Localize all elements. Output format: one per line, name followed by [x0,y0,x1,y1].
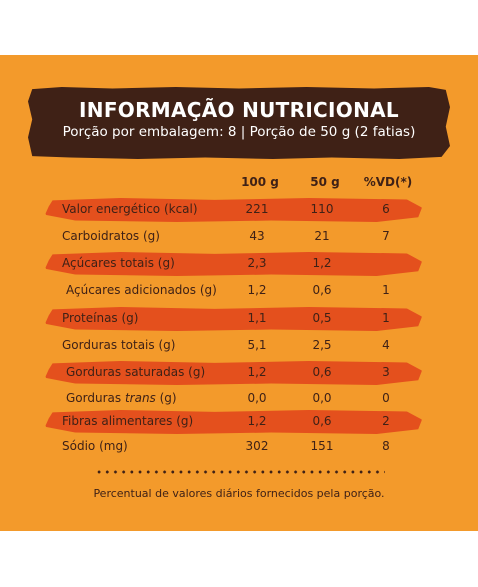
value-vd: 1 [382,311,390,325]
row-label: Gorduras saturadas (g) [66,365,206,379]
value-50g: 0,6 [312,414,332,428]
value-100g: 302 [245,439,269,453]
row-label-pre: Gorduras [66,391,125,405]
value-100g: 1,2 [247,414,267,428]
value-50g: 0,5 [312,311,332,325]
row-label: Proteínas (g) [62,311,139,325]
value-100g: 2,3 [247,256,267,270]
table-row: Proteínas (g) 1,1 0,5 1 [0,306,478,332]
row-highlight [45,361,422,385]
value-50g: 0,0 [312,391,332,405]
value-100g: 5,1 [247,338,267,352]
table-row: Valor energético (kcal) 221 110 6 [0,197,478,223]
row-highlight [45,307,422,331]
value-50g: 151 [310,439,334,453]
value-100g: 43 [249,229,265,243]
row-label-trans: trans [124,391,156,405]
table-row: Carboidratos (g) 43 21 7 [0,224,478,250]
value-50g: 110 [310,202,334,216]
table-row: Açúcares adicionados (g) 1,2 0,6 1 [0,278,478,304]
row-label: Açúcares totais (g) [62,256,175,270]
row-label: Sódio (mg) [62,439,128,453]
value-50g: 21 [314,229,330,243]
value-vd: 0 [382,391,390,405]
value-vd: 7 [382,229,390,243]
column-header-50g: 50 g [310,175,340,189]
value-50g: 0,6 [312,283,332,297]
table-row: Gorduras trans (g) 0,0 0,0 0 [0,386,478,412]
value-100g: 0,0 [247,391,267,405]
table-row: Gorduras saturadas (g) 1,2 0,6 3 [0,360,478,386]
value-100g: 221 [245,202,269,216]
value-vd: 3 [382,365,390,379]
value-100g: 1,2 [247,365,267,379]
row-label: Gorduras totais (g) [62,338,176,352]
footnote: Percentual de valores diários fornecidos… [93,487,385,500]
value-50g: 1,2 [312,256,332,270]
row-highlight [45,410,422,434]
row-highlight [45,198,422,222]
value-50g: 2,5 [312,338,332,352]
row-highlight [45,252,422,276]
row-label: Carboidratos (g) [62,229,160,243]
column-header-100g: 100 g [241,175,279,189]
portion-subtitle: Porção por embalagem: 8 | Porção de 50 g… [62,124,416,140]
value-50g: 0,6 [312,365,332,379]
column-header-vd: %VD(*) [363,175,413,189]
table-row: Sódio (mg) 302 151 8 [0,434,478,460]
value-100g: 1,1 [247,311,267,325]
row-label: Valor energético (kcal) [62,202,198,216]
header-band [28,87,450,159]
row-label-post: (g) [155,391,177,405]
row-label: Gorduras trans (g) [66,391,177,405]
value-vd: 4 [382,338,390,352]
page-title: INFORMAÇÃO NUTRICIONAL [79,98,399,122]
value-100g: 1,2 [247,283,267,297]
table-row: Açúcares totais (g) 2,3 1,2 [0,251,478,277]
row-label: Fibras alimentares (g) [62,414,194,428]
value-vd: 2 [382,414,390,428]
table-row: Gorduras totais (g) 5,1 2,5 4 [0,333,478,359]
value-vd: 6 [382,202,390,216]
value-vd: 1 [382,283,390,297]
row-label: Açúcares adicionados (g) [66,283,217,297]
value-vd: 8 [382,439,390,453]
table-row: Fibras alimentares (g) 1,2 0,6 2 [0,409,478,435]
dotted-divider [95,470,385,474]
